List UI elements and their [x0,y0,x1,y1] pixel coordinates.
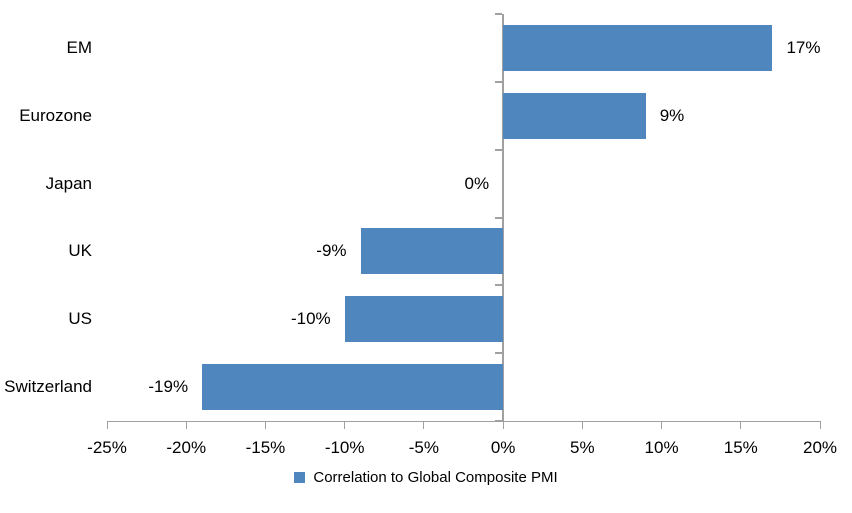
y-tick [495,420,503,422]
value-label: 9% [659,105,685,125]
category-label: US [68,309,92,329]
x-tick-label: 0% [490,438,516,457]
category-label: UK [68,241,92,261]
legend-marker-square [294,471,306,483]
y-axis-line [502,14,505,421]
category-label: EM [66,37,93,57]
x-tick-label: -10% [324,438,365,457]
y-tick [495,216,503,219]
x-tick [819,422,821,429]
x-tick [344,422,346,429]
x-tick [502,422,504,429]
value-label: -10% [290,309,331,329]
value-label: 17% [786,37,821,57]
legend: Correlation to Global Composite PMI [0,466,852,488]
x-tick [106,422,108,429]
bar [344,296,504,343]
x-tick-label: -20% [166,438,207,457]
x-tick-label: 5% [570,438,595,457]
y-tick [495,13,503,15]
category-label: Eurozone [19,105,92,125]
x-tick [423,422,425,429]
x-tick-label: 10% [644,438,679,457]
y-tick [495,148,503,151]
y-tick [495,80,503,83]
x-tick [740,422,742,429]
x-tick [264,422,266,429]
x-tick-label: -15% [245,438,286,457]
x-tick [185,422,187,429]
legend-label: Correlation to Global Composite PMI [313,468,558,486]
value-label: -9% [316,241,347,261]
y-tick [495,352,503,355]
bar [202,364,504,411]
x-tick [661,422,663,429]
x-axis-line [107,421,821,422]
x-tick [581,422,583,429]
bar [503,24,773,71]
x-tick-label: -5% [408,438,439,457]
x-tick-label: 15% [723,438,758,457]
bar [503,92,646,139]
x-tick-label: 20% [802,438,838,457]
y-tick [495,284,503,287]
bar [360,228,504,275]
category-label: Switzerland [4,377,92,397]
category-label: Japan [45,173,92,193]
x-tick-label: -25% [87,438,127,457]
value-label: 0% [464,173,490,193]
value-label: -19% [148,377,189,397]
